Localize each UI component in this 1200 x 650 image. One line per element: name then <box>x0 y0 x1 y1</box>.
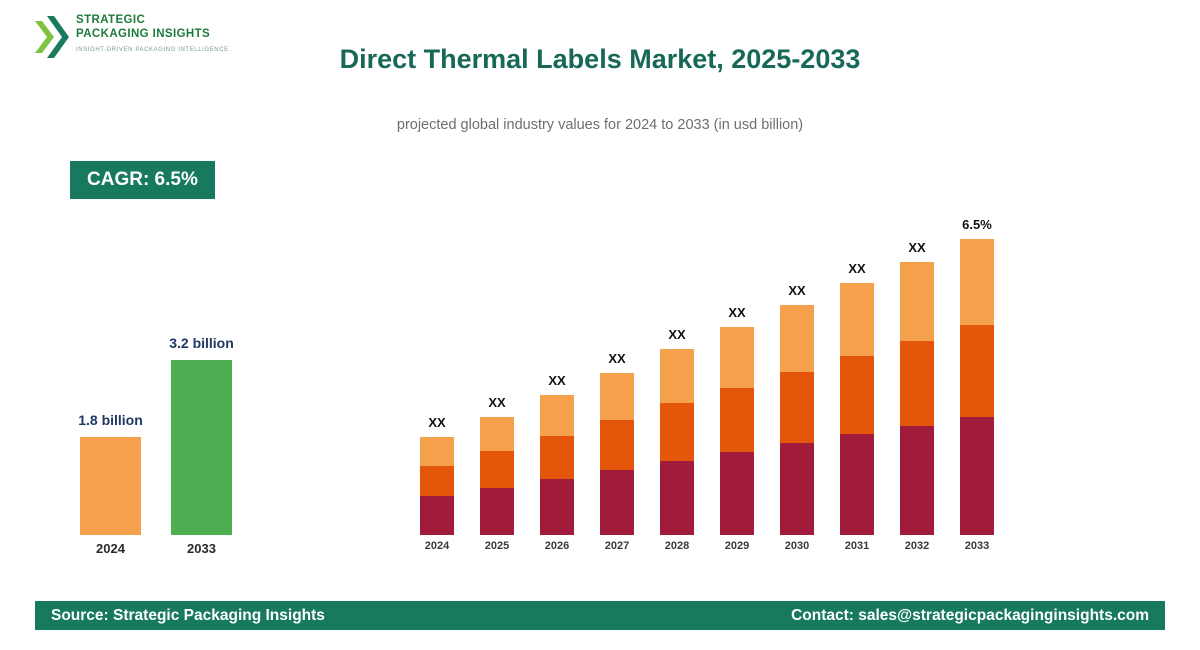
stacked-bar-2026 <box>540 395 574 535</box>
segment-lower <box>480 488 514 535</box>
stacked-year-label: 2030 <box>784 540 810 552</box>
stacked-bar-value-label: 6.5% <box>962 217 992 232</box>
segment-lower <box>780 443 814 535</box>
stacked-bar-value-label: XX <box>788 283 806 298</box>
summary-bar-group: 3.2 billion <box>169 335 234 535</box>
footer-source: Source: Strategic Packaging Insights <box>51 606 325 624</box>
summary-bar-group: 1.8 billion <box>78 412 143 535</box>
summary-bar-2024 <box>80 437 141 535</box>
stacked-bar-group: XX <box>647 327 707 535</box>
stacked-bar-group: 6.5% <box>947 217 1007 535</box>
stacked-bar-group: XX <box>587 351 647 535</box>
stacked-bar-group: XX <box>827 261 887 535</box>
segment-upper <box>540 395 574 436</box>
logo-line2: PACKAGING INSIGHTS <box>76 28 211 41</box>
chevron-logo-icon <box>35 13 69 66</box>
stacked-bar-group: XX <box>767 283 827 535</box>
segment-upper <box>720 327 754 388</box>
segment-lower <box>420 496 454 535</box>
page-title: Direct Thermal Labels Market, 2025-2033 <box>339 44 861 74</box>
summary-value-label: 1.8 billion <box>78 412 143 428</box>
stacked-bar-value-label: XX <box>608 351 626 366</box>
stacked-bar-2031 <box>840 283 874 535</box>
stacked-bar-group: XX <box>887 240 947 535</box>
segment-middle <box>480 451 514 488</box>
segment-upper <box>900 262 934 341</box>
segment-lower <box>840 434 874 535</box>
segment-lower <box>960 417 994 535</box>
segment-middle <box>720 388 754 452</box>
logo: STRATEGIC PACKAGING INSIGHTS INSIGHT-DRI… <box>35 13 229 66</box>
segment-lower <box>900 426 934 535</box>
stacked-bar-2032 <box>900 262 934 535</box>
segment-lower <box>660 461 694 535</box>
stacked-bar-group: XX <box>707 305 767 535</box>
segment-lower <box>600 470 634 535</box>
segment-upper <box>780 305 814 372</box>
stacked-bar-2030 <box>780 305 814 535</box>
segment-middle <box>600 420 634 470</box>
segment-upper <box>840 283 874 356</box>
stacked-bar-2024 <box>420 437 454 535</box>
footer-contact: Contact: sales@strategicpackaginginsight… <box>791 606 1149 624</box>
stacked-bar-value-label: XX <box>548 373 566 388</box>
segment-middle <box>840 356 874 434</box>
cagr-badge: CAGR: 6.5% <box>70 161 215 199</box>
segment-upper <box>660 349 694 403</box>
segment-upper <box>600 373 634 420</box>
page-subtitle: projected global industry values for 202… <box>396 117 804 133</box>
summary-bar-2033 <box>171 360 232 535</box>
stacked-bar-value-label: XX <box>668 327 686 342</box>
summary-year-label: 2033 <box>187 541 216 556</box>
stacked-year-label: 2025 <box>484 540 510 552</box>
stacked-bar-2033 <box>960 239 994 535</box>
segment-upper <box>480 417 514 451</box>
segment-middle <box>900 341 934 426</box>
stacked-bar-group: XX <box>467 395 527 535</box>
footer-bar: Source: Strategic Packaging Insights Con… <box>35 601 1165 630</box>
stacked-bar-group: XX <box>407 415 467 535</box>
segment-middle <box>660 403 694 461</box>
logo-tagline: INSIGHT-DRIVEN PACKAGING INTELLIGENCE <box>76 46 229 53</box>
stacked-year-label: 2033 <box>964 540 990 552</box>
logo-text: STRATEGIC PACKAGING INSIGHTS INSIGHT-DRI… <box>76 13 229 53</box>
segment-middle <box>540 436 574 479</box>
stacked-bar-2029 <box>720 327 754 535</box>
stacked-bar-2027 <box>600 373 634 535</box>
stacked-bar-value-label: XX <box>728 305 746 320</box>
summary-bars: 1.8 billion 3.2 billion <box>78 315 234 535</box>
segment-lower <box>540 479 574 535</box>
summary-value-label: 3.2 billion <box>169 335 234 351</box>
stacked-years: 2024 2025 2026 2027 2028 2029 2030 2031 2032 2033 <box>407 540 1007 552</box>
summary-years: 2024 2033 <box>80 541 232 556</box>
segment-middle <box>960 325 994 417</box>
stacked-bars: XX XX XX XX XX XX XX XX XX 6.5% <box>407 200 1007 535</box>
segment-lower <box>720 452 754 535</box>
stacked-bar-group: XX <box>527 373 587 535</box>
segment-upper <box>960 239 994 325</box>
segment-middle <box>780 372 814 443</box>
stacked-year-label: 2024 <box>424 540 450 552</box>
stacked-bar-2028 <box>660 349 694 535</box>
stacked-bar-value-label: XX <box>848 261 866 276</box>
stacked-bar-value-label: XX <box>908 240 926 255</box>
stacked-bar-value-label: XX <box>428 415 446 430</box>
stacked-year-label: 2027 <box>604 540 630 552</box>
stacked-year-label: 2026 <box>544 540 570 552</box>
segment-upper <box>420 437 454 466</box>
segment-middle <box>420 466 454 496</box>
summary-year-label: 2024 <box>96 541 125 556</box>
stacked-year-label: 2029 <box>724 540 750 552</box>
stacked-bar-value-label: XX <box>488 395 506 410</box>
stacked-year-label: 2028 <box>664 540 690 552</box>
stacked-year-label: 2032 <box>904 540 930 552</box>
stacked-year-label: 2031 <box>844 540 870 552</box>
logo-line1: STRATEGIC <box>76 14 146 26</box>
stacked-bar-2025 <box>480 417 514 535</box>
